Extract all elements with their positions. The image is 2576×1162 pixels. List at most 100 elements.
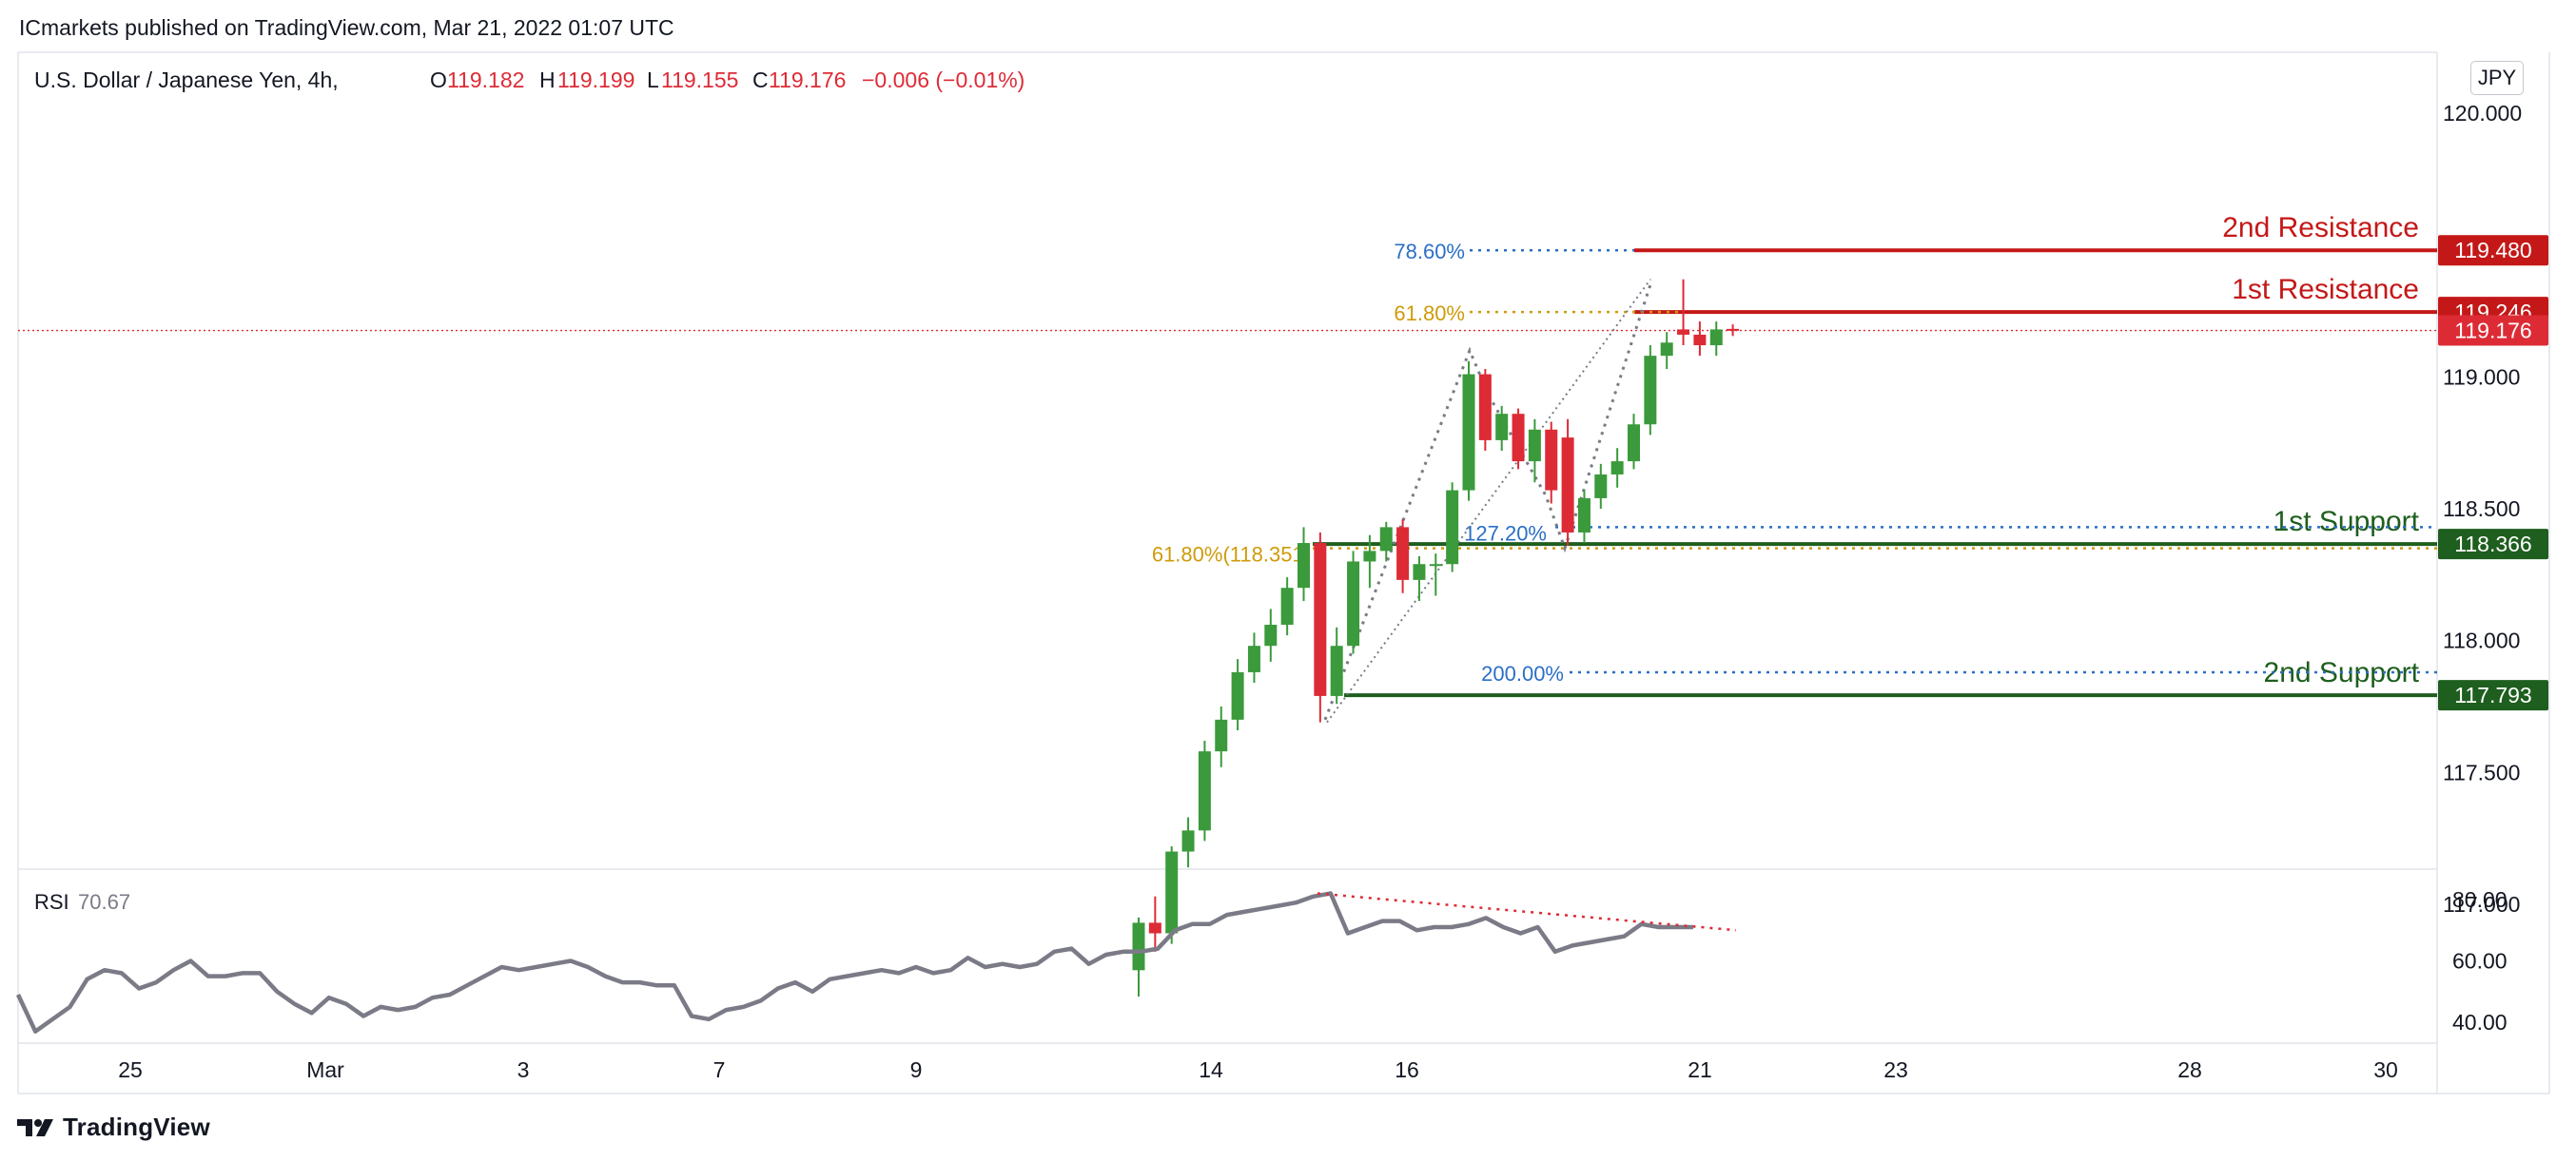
time-tick: 16 — [1395, 1057, 1419, 1082]
price-tick: 117.500 — [2443, 760, 2520, 784]
candle — [1495, 405, 1509, 451]
low-value: 119.155 — [661, 68, 738, 92]
price-badge: 117.793 — [2438, 680, 2548, 711]
candle-body — [1660, 342, 1673, 357]
close-value: 119.176 — [769, 68, 846, 92]
candle-body — [1298, 543, 1310, 589]
time-tick: 23 — [1883, 1057, 1908, 1082]
candle — [1528, 418, 1541, 483]
price-badge-bg — [2438, 680, 2548, 711]
candle — [1215, 706, 1228, 767]
time-axis[interactable]: 25 Mar 3 7 9 14 16 21 23 28 30 — [118, 1057, 2398, 1082]
change-value: −0.006 (−0.01%) — [862, 68, 1025, 92]
fib-label: 127.20% — [1464, 521, 1547, 545]
symbol-title: U.S. Dollar / Japanese Yen, 4h, — [34, 68, 339, 92]
price-badge: 118.366 — [2438, 529, 2548, 560]
candle — [1577, 490, 1590, 544]
candle-body — [1132, 922, 1145, 971]
candle — [1628, 414, 1640, 470]
rsi-tick: 80.00 — [2452, 887, 2508, 912]
candle-body — [1478, 374, 1492, 440]
time-tick: 14 — [1199, 1057, 1223, 1082]
candle-body — [1545, 429, 1558, 491]
candle-body — [1528, 429, 1541, 462]
candle — [1264, 609, 1278, 662]
candle-body — [1429, 564, 1442, 567]
candle — [1693, 321, 1707, 357]
candle — [1396, 519, 1410, 593]
time-tick: 3 — [517, 1057, 530, 1082]
level-label-1st-support: 1st Support — [2274, 506, 2420, 537]
candle — [1379, 521, 1393, 562]
candle — [1330, 627, 1343, 705]
time-tick: Mar — [306, 1057, 344, 1082]
rsi-value: 70.67 — [78, 890, 130, 914]
candle-body — [1165, 851, 1179, 934]
candle-body — [1709, 329, 1723, 346]
open-label: O — [430, 68, 447, 92]
candle-body — [1594, 474, 1608, 498]
candle-body — [1247, 646, 1260, 672]
candle — [1314, 532, 1327, 723]
price-tick: 119.000 — [2443, 364, 2520, 389]
candle-body — [1628, 424, 1640, 462]
candle — [1545, 421, 1558, 504]
price-axis[interactable]: 120.000 119.000 118.500 118.000 117.500 117.0… — [2443, 101, 2522, 917]
candle — [1478, 369, 1492, 451]
price-tick: 118.000 — [2443, 629, 2520, 653]
level-label-1st-resistance: 1st Resistance — [2232, 274, 2419, 305]
candle-body — [1396, 527, 1410, 580]
candle — [1165, 845, 1179, 944]
candle — [1181, 817, 1195, 868]
candle-body — [1610, 461, 1624, 474]
candle-body — [1495, 414, 1509, 440]
candle-body — [1379, 527, 1393, 552]
price-badge: 119.176 — [2438, 315, 2548, 346]
candle-body — [1148, 922, 1161, 934]
tradingview-logo[interactable]: TradingView — [17, 1113, 210, 1142]
price-tick: 117.000 — [2443, 892, 2520, 917]
rsi-line — [15, 891, 1693, 1034]
open-value: 119.182 — [447, 68, 524, 92]
candle — [1231, 659, 1244, 730]
candle — [1462, 360, 1475, 501]
candle — [1247, 632, 1260, 684]
candle — [1512, 408, 1525, 470]
fib-label: 78.60% — [1394, 240, 1465, 263]
time-tick: 25 — [118, 1057, 143, 1082]
fib-layer: 78.60% 61.80% 61.80%(118.351) 127.20% 200.00… — [1152, 240, 2437, 724]
ohlc-legend: O 119.182 H 119.199 L 119.155 C 119.176 … — [430, 68, 1025, 92]
candle-body — [1264, 625, 1278, 647]
price-tick: 120.000 — [2443, 101, 2522, 126]
price-badge-text: 117.793 — [2454, 683, 2531, 707]
candle — [1594, 463, 1608, 509]
candle-body — [1446, 490, 1459, 565]
fib-label: 61.80%(118.351) — [1152, 543, 1311, 567]
currency-button[interactable]: JPY — [2470, 61, 2524, 95]
candle-body — [1462, 374, 1475, 491]
brand-name: TradingView — [63, 1113, 210, 1141]
candle — [1413, 555, 1426, 602]
candle-body — [1330, 646, 1343, 696]
price-badge-text: 118.366 — [2454, 532, 2531, 556]
fib-label: 61.80% — [1394, 301, 1465, 325]
price-badge-bg — [2438, 529, 2548, 560]
time-tick: 21 — [1688, 1057, 1712, 1082]
candle-body — [1215, 719, 1228, 752]
candle-body — [1644, 356, 1657, 425]
candle-body — [1512, 414, 1525, 462]
rsi-divergence-line — [1317, 892, 1737, 932]
candle — [1363, 534, 1376, 589]
candle — [1610, 448, 1624, 488]
price-badge: 119.480 — [2438, 235, 2548, 266]
candle — [1709, 321, 1723, 357]
candle — [1148, 896, 1161, 952]
candle-body — [1314, 543, 1327, 696]
candle-body — [1280, 588, 1294, 626]
candle — [1727, 324, 1740, 337]
price-badge-bg — [2438, 315, 2548, 346]
close-label: C — [752, 68, 769, 92]
level-label-2nd-resistance: 2nd Resistance — [2222, 212, 2419, 243]
rsi-tick: 40.00 — [2452, 1010, 2508, 1035]
